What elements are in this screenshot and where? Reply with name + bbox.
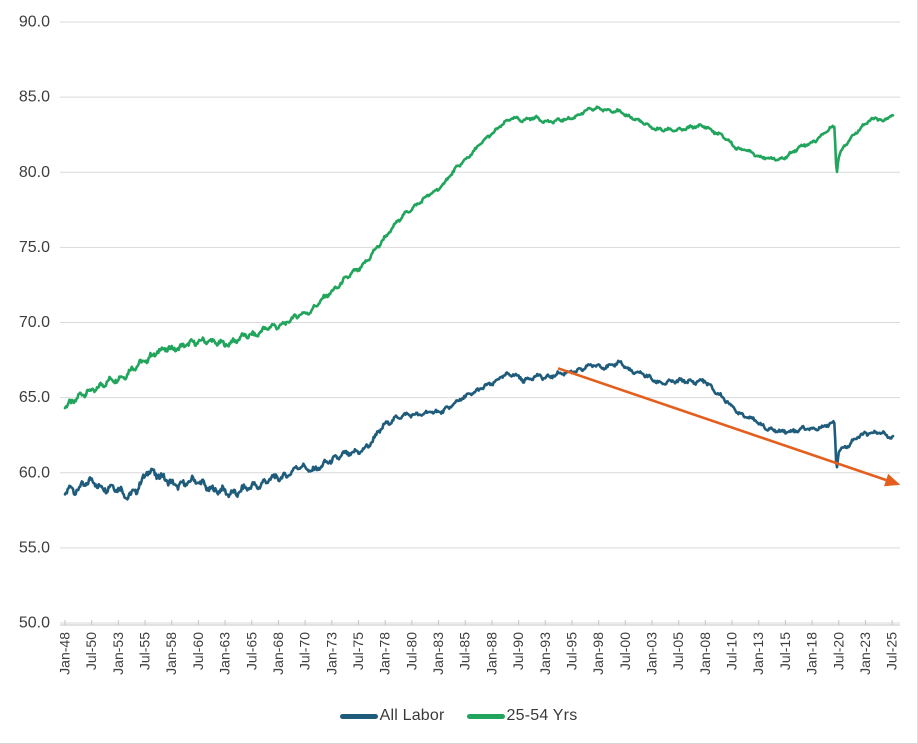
y-tick-label: 60.0 bbox=[19, 464, 50, 481]
legend-swatch-all-labor-line bbox=[339, 713, 378, 719]
x-tick-label: Jul-90 bbox=[510, 632, 526, 670]
x-tick-label: Jan-48 bbox=[57, 632, 73, 675]
y-tick-label: 75.0 bbox=[19, 239, 50, 256]
series-line-25-54-yrs[interactable] bbox=[63, 105, 895, 410]
x-tick-label: Jan-03 bbox=[644, 632, 660, 675]
x-tick-label: Jul-95 bbox=[563, 632, 579, 670]
x-tick-label: Jan-78 bbox=[377, 632, 393, 675]
x-tick-label: Jul-25 bbox=[884, 632, 900, 670]
y-tick-label: 90.0 bbox=[19, 14, 50, 31]
y-tick-label: 65.0 bbox=[19, 389, 50, 406]
y-tick-label: 80.0 bbox=[19, 164, 50, 181]
x-tick-label: Jan-93 bbox=[537, 632, 553, 675]
series-line-all-labor[interactable] bbox=[63, 359, 895, 501]
x-tick-label: Jul-20 bbox=[830, 632, 846, 670]
legend-item-all-labor[interactable]: All Labor bbox=[339, 707, 445, 725]
x-tick-label: Jan-23 bbox=[857, 632, 873, 675]
trend-arrow-shaft bbox=[557, 367, 890, 483]
y-tick-label: 55.0 bbox=[19, 539, 50, 556]
x-tick-label: Jan-53 bbox=[110, 632, 126, 675]
x-tick-label: Jan-88 bbox=[483, 632, 499, 675]
x-tick-label: Jan-73 bbox=[323, 632, 339, 675]
y-tick-label: 85.0 bbox=[19, 89, 50, 106]
x-tick-label: Jul-50 bbox=[83, 632, 99, 670]
x-tick-label: Jan-63 bbox=[217, 632, 233, 675]
x-tick-label: Jul-80 bbox=[403, 632, 419, 670]
x-tick-label: Jul-70 bbox=[297, 632, 313, 670]
x-tick-label: Jan-18 bbox=[804, 632, 820, 675]
legend-swatch-25-54-yrs-line bbox=[466, 713, 505, 719]
x-tick-label: Jul-85 bbox=[457, 632, 473, 670]
x-tick-label: Jul-60 bbox=[190, 632, 206, 670]
y-tick-label: 70.0 bbox=[19, 314, 50, 331]
x-tick-label: Jul-65 bbox=[243, 632, 259, 670]
x-tick-label: Jan-83 bbox=[430, 632, 446, 675]
trend-arrow-head bbox=[884, 473, 901, 487]
x-tick-label: Jul-05 bbox=[670, 632, 686, 670]
x-tick-label: Jan-58 bbox=[163, 632, 179, 675]
x-tick-label: Jan-13 bbox=[750, 632, 766, 675]
x-tick-label: Jul-75 bbox=[350, 632, 366, 670]
x-tick-label: Jul-00 bbox=[617, 632, 633, 670]
x-tick-label: Jul-10 bbox=[724, 632, 740, 670]
x-tick-label: Jan-98 bbox=[590, 632, 606, 675]
y-tick-label: 50.0 bbox=[19, 615, 50, 632]
x-tick-label: Jan-68 bbox=[270, 632, 286, 675]
x-tick-label: Jul-55 bbox=[137, 632, 153, 670]
legend-label-all-labor: All Labor bbox=[379, 707, 445, 724]
legend-label-25-54-yrs: 25-54 Yrs bbox=[506, 707, 578, 724]
x-tick-label: Jul-15 bbox=[777, 632, 793, 670]
legend-item-25-54-yrs[interactable]: 25-54 Yrs bbox=[466, 707, 578, 725]
x-tick-label: Jan-08 bbox=[697, 632, 713, 675]
chart-legend: All Labor 25-54 Yrs bbox=[0, 701, 917, 731]
